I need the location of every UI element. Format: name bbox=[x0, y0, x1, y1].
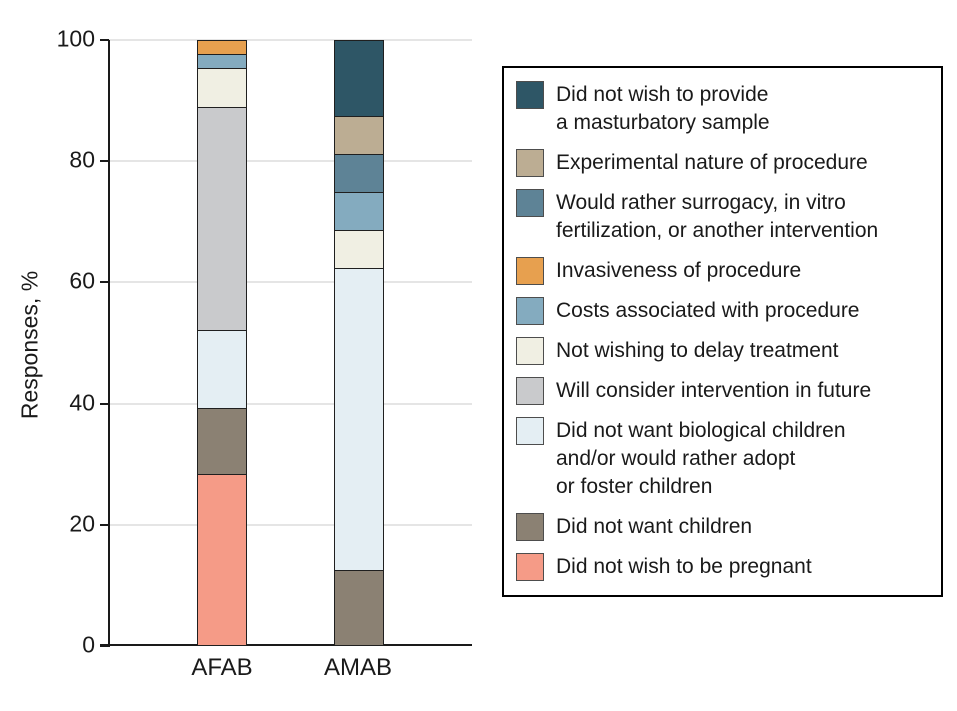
legend-label: Costs associated with procedure bbox=[556, 299, 860, 322]
x-category-label-amab: AMAB bbox=[323, 654, 392, 681]
y-tick-60 bbox=[100, 281, 109, 284]
legend-label: Not wishing to delay treatment bbox=[556, 339, 839, 362]
legend-swatch-pregnant bbox=[516, 553, 544, 581]
legend-swatch-no-children bbox=[516, 513, 544, 541]
legend-label: Experimental nature of procedure bbox=[556, 151, 868, 174]
bar-segment-biological-children bbox=[198, 330, 246, 409]
legend-item-pregnant: Did not wish to be pregnant bbox=[516, 553, 929, 581]
legend-label: Will consider intervention in future bbox=[556, 379, 872, 402]
legend-swatch-masturbatory-sample bbox=[516, 81, 544, 109]
y-tick-label-0: 0 bbox=[82, 631, 95, 658]
stacked-bar-afab bbox=[197, 40, 247, 646]
y-tick-100 bbox=[100, 39, 109, 41]
legend-item-delay-treatment: Not wishing to delay treatment bbox=[516, 337, 929, 365]
legend-label: Did not wish to be pregnant bbox=[556, 555, 812, 578]
y-tick-label-80: 80 bbox=[69, 146, 95, 173]
legend-item-experimental-nature: Experimental nature of procedure bbox=[516, 149, 929, 177]
bar-segment-no-children bbox=[335, 569, 383, 645]
gridline-100 bbox=[109, 39, 472, 41]
legend-item-biological-children: Did not want biological children and/or … bbox=[516, 417, 929, 501]
y-tick-label-20: 20 bbox=[69, 510, 95, 537]
legend-item-masturbatory-sample: Did not wish to provide a masturbatory s… bbox=[516, 81, 929, 137]
legend-box: Did not wish to provide a masturbatory s… bbox=[502, 66, 943, 597]
x-axis-line bbox=[100, 644, 472, 646]
bar-segment-costs bbox=[335, 192, 383, 231]
legend-swatch-costs bbox=[516, 297, 544, 325]
x-category-label-afab: AFAB bbox=[191, 654, 253, 681]
bar-segment-experimental-nature bbox=[335, 116, 383, 155]
bar-segment-delay-treatment bbox=[335, 230, 383, 269]
bar-segment-no-children bbox=[198, 408, 246, 475]
bar-segment-invasiveness bbox=[198, 41, 246, 55]
gridline-80 bbox=[109, 160, 472, 163]
legend-label: Did not want children bbox=[556, 515, 753, 538]
gridline-60 bbox=[109, 281, 472, 284]
legend-label: Did not want biological children and/or … bbox=[556, 419, 846, 498]
bar-segment-future-intervention bbox=[198, 106, 246, 331]
y-tick-40 bbox=[100, 402, 109, 405]
legend-label: Did not wish to provide a masturbatory s… bbox=[556, 83, 770, 134]
legend-swatch-surrogacy-ivf bbox=[516, 189, 544, 217]
bar-segment-pregnant bbox=[198, 474, 246, 645]
legend-item-invasiveness: Invasiveness of procedure bbox=[516, 257, 929, 285]
legend-item-no-children: Did not want children bbox=[516, 513, 929, 541]
legend-swatch-experimental-nature bbox=[516, 149, 544, 177]
legend-label: Invasiveness of procedure bbox=[556, 259, 802, 282]
legend-swatch-future-intervention bbox=[516, 377, 544, 405]
y-tick-label-60: 60 bbox=[69, 267, 95, 294]
legend-item-surrogacy-ivf: Would rather surrogacy, in vitro fertili… bbox=[516, 189, 929, 245]
y-tick-80 bbox=[100, 160, 109, 163]
bar-segment-costs bbox=[198, 54, 246, 68]
bar-segment-biological-children bbox=[335, 268, 383, 570]
gridline-20 bbox=[109, 523, 472, 526]
legend-label: Would rather surrogacy, in vitro fertili… bbox=[556, 191, 879, 242]
bar-segment-delay-treatment bbox=[198, 67, 246, 107]
legend-swatch-delay-treatment bbox=[516, 337, 544, 365]
y-tick-label-100: 100 bbox=[56, 25, 95, 52]
y-tick-0 bbox=[100, 645, 109, 647]
legend-swatch-biological-children bbox=[516, 417, 544, 445]
y-tick-label-40: 40 bbox=[69, 389, 95, 416]
bar-segment-surrogacy-ivf bbox=[335, 154, 383, 193]
gridline-40 bbox=[109, 402, 472, 405]
y-axis-title: Responses, % bbox=[16, 270, 43, 420]
legend-item-future-intervention: Will consider intervention in future bbox=[516, 377, 929, 405]
legend-item-costs: Costs associated with procedure bbox=[516, 297, 929, 325]
stacked-bar-amab bbox=[334, 40, 384, 646]
y-axis-line bbox=[108, 40, 110, 647]
bar-segment-masturbatory-sample bbox=[335, 41, 383, 117]
y-tick-20 bbox=[100, 523, 109, 526]
plot-area: 0 20 40 60 80 100 AFAB AMAB bbox=[57, 25, 472, 681]
legend-swatch-invasiveness bbox=[516, 257, 544, 285]
